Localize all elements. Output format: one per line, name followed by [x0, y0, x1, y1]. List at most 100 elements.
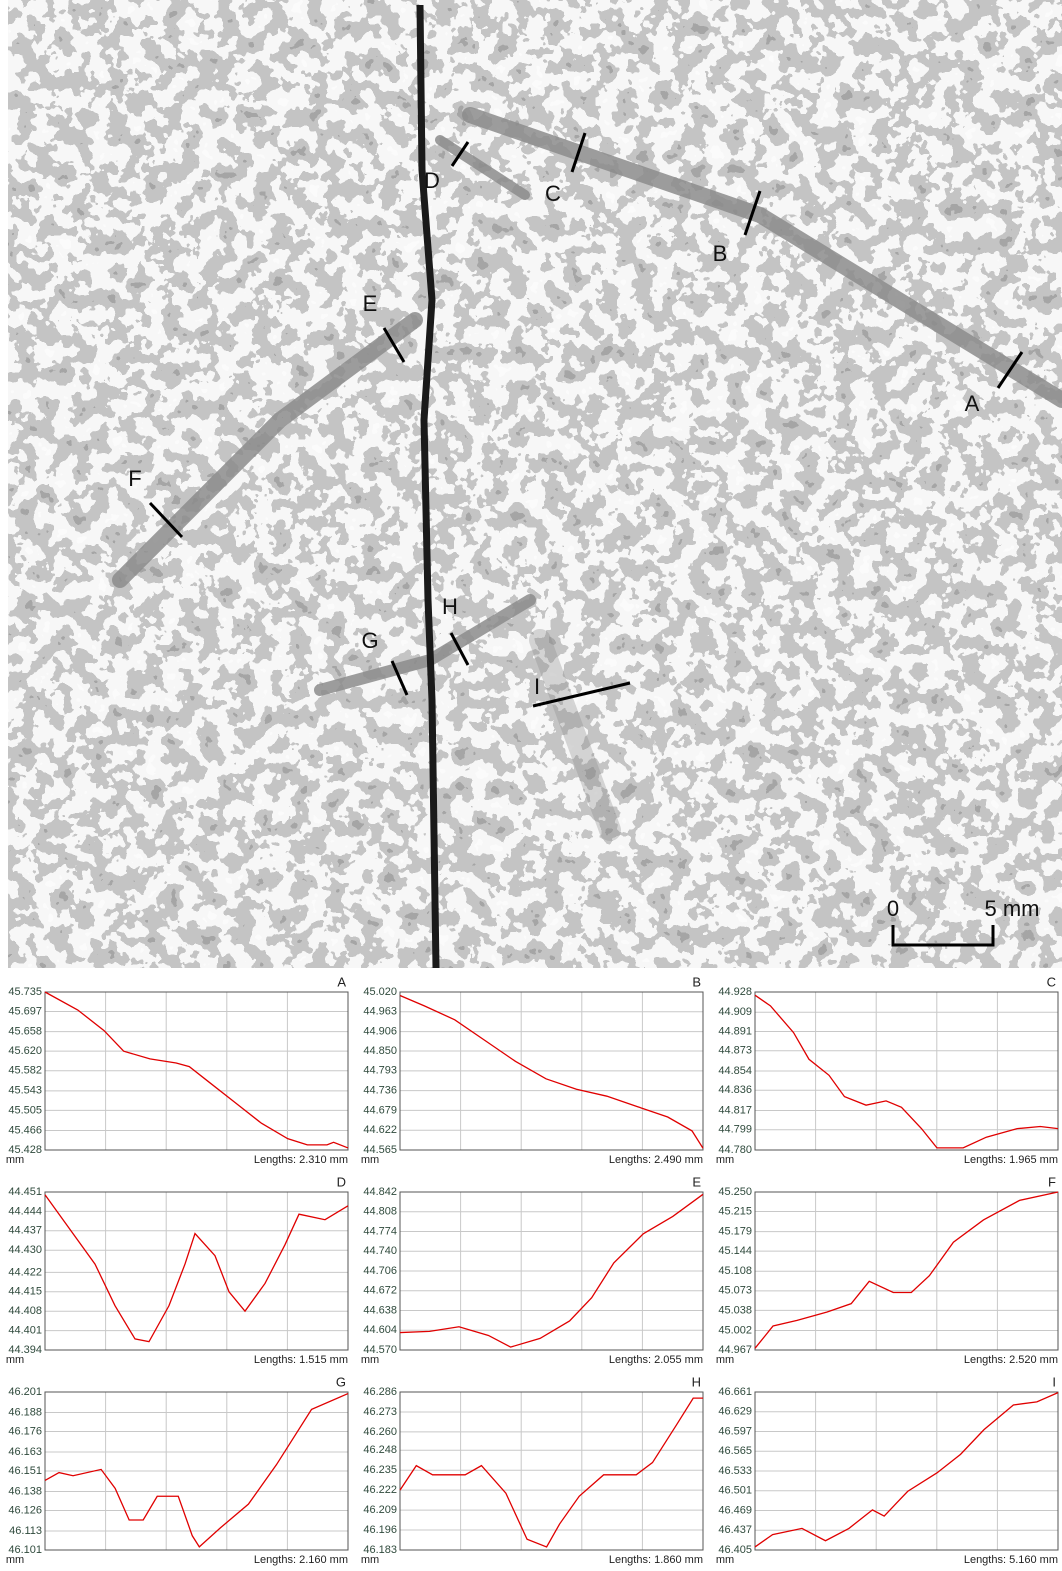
y-tick-label: 45.466 [8, 1124, 42, 1136]
y-tick-label: 44.909 [718, 1006, 752, 1018]
chart-title: E [692, 1174, 701, 1189]
y-tick-label: 46.222 [363, 1484, 397, 1496]
chart-title: A [337, 974, 346, 989]
scale-label: 5 mm [985, 896, 1040, 921]
y-tick-label: 45.179 [718, 1226, 752, 1238]
y-tick-label: 45.215 [718, 1205, 752, 1217]
y-tick-label: 44.780 [718, 1144, 752, 1156]
x-axis-label: Lengths: 1.860 mm [609, 1554, 703, 1566]
plot-frame [44, 1191, 349, 1351]
profile-chart: 44.565 44.622 44.679 44.736 44.793 44.850 44.9… [361, 974, 704, 1166]
profile-label: F [128, 466, 141, 491]
y-tick-label: 46.501 [718, 1485, 752, 1497]
scale-label: 0 [887, 896, 899, 921]
y-tick-label: 46.188 [8, 1406, 42, 1418]
profile-chart: 44.780 44.799 44.817 44.836 44.854 44.873 44.8… [716, 974, 1059, 1166]
y-tick-label: 46.196 [363, 1524, 397, 1536]
y-tick-label: 44.679 [363, 1104, 397, 1116]
profile-label: H [442, 594, 458, 619]
profile-chart: 46.183 46.196 46.209 46.222 46.235 46.248 46.2… [361, 1374, 704, 1566]
y-tick-label: 46.661 [718, 1386, 752, 1398]
crack [416, 4, 440, 969]
y-tick-label: 46.138 [8, 1485, 42, 1497]
y-tick-label: 44.967 [718, 1344, 752, 1356]
profile-label: D [424, 168, 440, 193]
y-axis-label: mm [361, 1554, 379, 1566]
y-axis-label: mm [6, 1554, 24, 1566]
y-tick-label: 44.774 [363, 1225, 397, 1237]
y-tick-label: 44.444 [8, 1205, 42, 1217]
y-tick-label: 46.437 [718, 1524, 752, 1536]
profile-chart: 46.405 46.437 46.469 46.501 46.533 46.565 46.5… [716, 1374, 1059, 1566]
y-axis-label: mm [361, 1154, 379, 1166]
y-tick-label: 45.505 [8, 1104, 42, 1116]
y-tick-label: 44.850 [363, 1045, 397, 1057]
chart-title: I [1052, 1374, 1056, 1389]
y-tick-label: 46.113 [9, 1525, 42, 1537]
y-tick-label: 44.415 [8, 1286, 42, 1298]
y-tick-label: 44.854 [718, 1065, 752, 1077]
x-axis-label: Lengths: 2.310 mm [254, 1154, 348, 1166]
plot-area [400, 1392, 703, 1550]
profile-chart: 45.428 45.466 45.505 45.543 45.582 45.620 45.6… [6, 974, 349, 1166]
plot-frame [399, 991, 704, 1151]
y-tick-label: 45.428 [8, 1144, 42, 1156]
y-tick-label: 45.620 [8, 1045, 42, 1057]
y-tick-label: 45.108 [718, 1265, 752, 1277]
y-tick-label: 45.038 [718, 1304, 752, 1316]
y-tick-label: 46.273 [363, 1406, 397, 1418]
y-tick-label: 46.469 [718, 1504, 752, 1516]
x-axis-label: Lengths: 2.520 mm [964, 1354, 1058, 1366]
x-axis-label: Lengths: 1.965 mm [964, 1154, 1058, 1166]
y-tick-label: 45.002 [718, 1324, 752, 1336]
profile-line [754, 1191, 1059, 1349]
y-axis-label: mm [716, 1354, 734, 1366]
chart-title: B [692, 974, 701, 989]
plot-frame [399, 1191, 704, 1351]
chart-title: C [1047, 974, 1056, 989]
profile-line [754, 1392, 1059, 1548]
y-tick-label: 45.073 [718, 1285, 752, 1297]
profile-label: G [361, 628, 378, 653]
y-tick-label: 46.533 [718, 1465, 752, 1477]
profile-label: E [363, 291, 378, 316]
y-tick-label: 44.565 [363, 1144, 397, 1156]
y-tick-label: 44.873 [718, 1045, 752, 1057]
y-tick-label: 44.430 [8, 1244, 42, 1256]
x-axis-label: Lengths: 2.490 mm [609, 1154, 703, 1166]
profile-label: B [713, 241, 728, 266]
y-tick-label: 46.101 [8, 1544, 42, 1556]
y-tick-label: 44.706 [363, 1265, 397, 1277]
y-tick-label: 46.286 [363, 1386, 397, 1398]
y-tick-label: 44.817 [718, 1104, 752, 1116]
y-tick-label: 44.570 [363, 1344, 397, 1356]
profile-line [399, 1193, 704, 1348]
y-tick-label: 45.582 [8, 1065, 42, 1077]
surface-texture [8, 0, 1062, 968]
y-tick-label: 46.151 [8, 1465, 42, 1477]
y-axis-label: mm [361, 1354, 379, 1366]
y-tick-label: 44.638 [363, 1304, 397, 1316]
chart-title: G [336, 1374, 346, 1389]
y-tick-label: 46.235 [363, 1464, 397, 1476]
y-tick-label: 44.437 [8, 1225, 42, 1237]
y-tick-label: 44.793 [363, 1065, 397, 1077]
y-tick-label: 46.405 [718, 1544, 752, 1556]
profile-label: I [534, 674, 540, 699]
y-tick-label: 44.928 [718, 986, 752, 998]
y-tick-label: 44.451 [8, 1186, 42, 1198]
y-tick-label: 45.144 [718, 1245, 752, 1257]
y-tick-label: 44.740 [363, 1245, 397, 1257]
y-tick-label: 46.201 [8, 1386, 42, 1398]
y-tick-label: 44.736 [363, 1085, 397, 1097]
chart-title: H [692, 1374, 701, 1389]
profile-chart: 46.101 46.113 46.126 46.138 46.151 46.163 46.1… [6, 1374, 349, 1566]
profile-line [399, 1397, 703, 1548]
y-tick-label: 44.401 [8, 1325, 42, 1337]
plot-frame [44, 991, 349, 1151]
y-tick-label: 44.891 [718, 1025, 752, 1037]
profile-chart: 44.394 44.401 44.408 44.415 44.422 44.430 44.4… [6, 1174, 349, 1366]
y-tick-label: 45.543 [8, 1085, 42, 1097]
y-axis-label: mm [6, 1154, 24, 1166]
